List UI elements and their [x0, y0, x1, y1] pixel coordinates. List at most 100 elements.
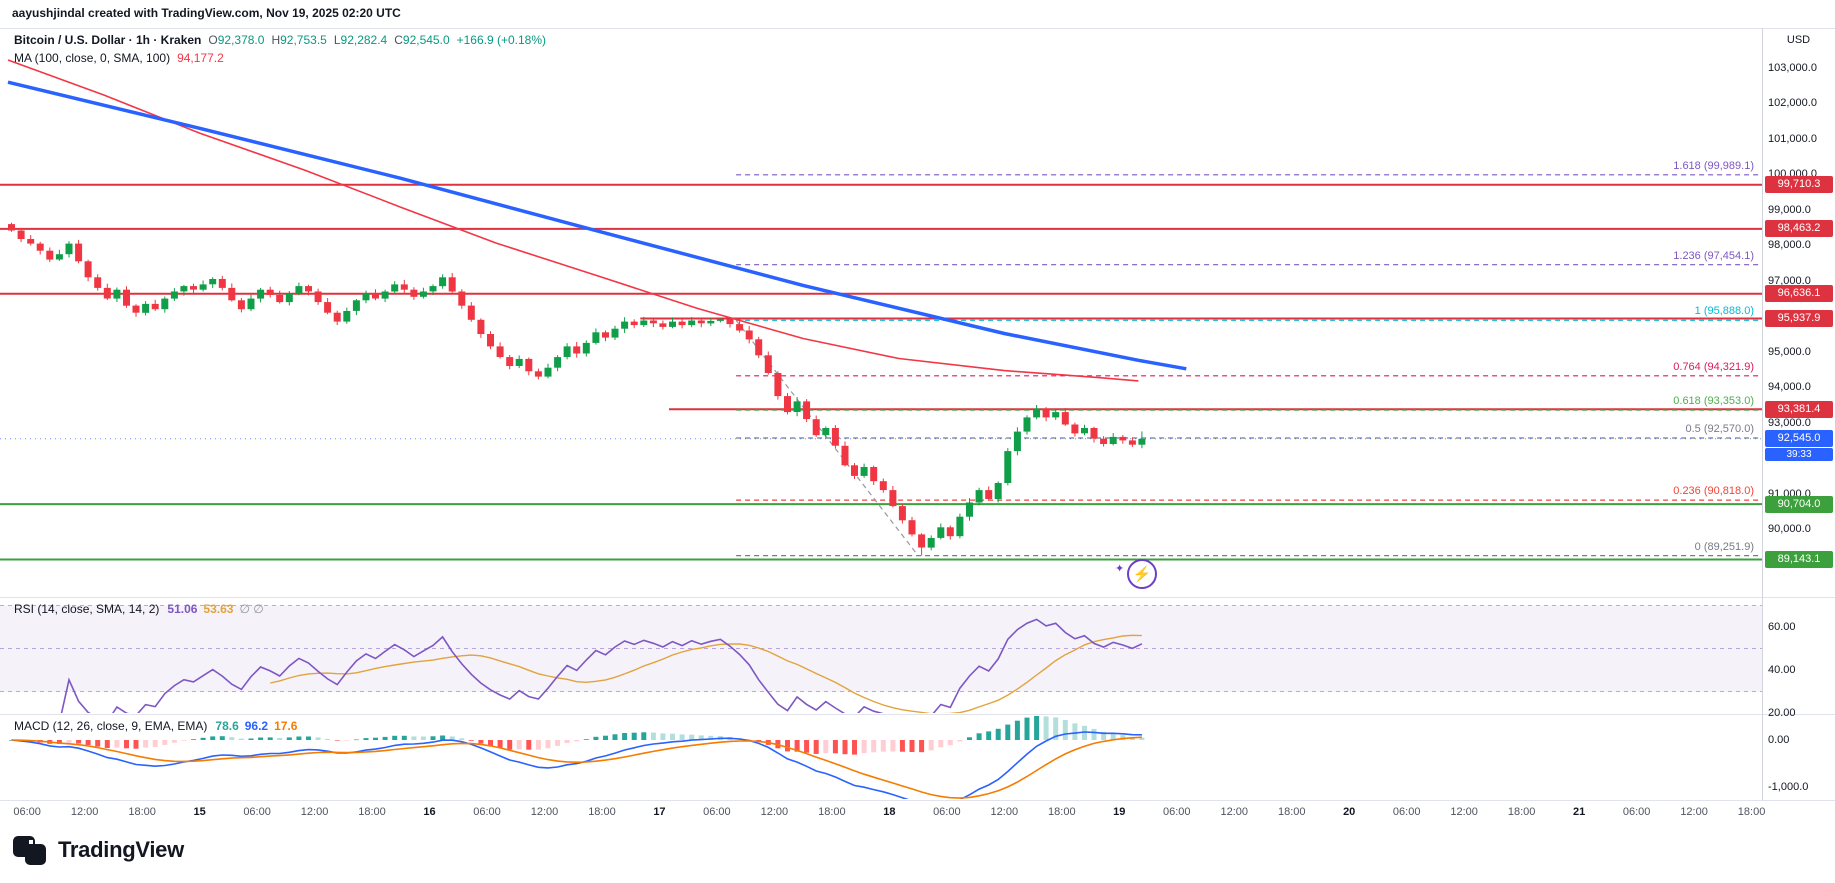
symbol-legend[interactable]: Bitcoin / U.S. Dollar · 1h · Kraken O92,3… [14, 33, 546, 47]
time-axis-label: 18:00 [128, 806, 156, 818]
fib-level-label: 0.5 (92,570.0) [1685, 422, 1755, 435]
rsi-legend[interactable]: RSI (14, close, SMA, 14, 2) 51.06 53.63 ∅ ∅ [14, 602, 264, 616]
ohlc-value: 92,753.5 [280, 33, 327, 47]
price-pane [0, 59, 1762, 561]
time-axis-label: 12:00 [760, 806, 789, 818]
time-axis-label: 06:00 [933, 806, 961, 818]
price-badge: 93,381.4 [1765, 400, 1833, 418]
time-axis-border [0, 800, 1835, 801]
macd-pane [9, 716, 1145, 799]
fib-level-label: 1.618 (99,989.1) [1673, 159, 1754, 172]
tradingview-logo[interactable] [12, 833, 48, 867]
symbol-title: Bitcoin / U.S. Dollar · 1h · Kraken [14, 33, 202, 47]
price-badge: 90,704.0 [1765, 495, 1833, 513]
ohlc-key: C [394, 33, 403, 47]
footer: TradingView [12, 833, 184, 867]
price-badge: 99,710.3 [1765, 176, 1833, 194]
tradingview-wordmark[interactable]: TradingView [58, 837, 184, 862]
time-axis-label: 12:00 [1220, 806, 1248, 818]
rsi-smooth-line [270, 634, 1142, 713]
price-tick: 102,000.0 [1768, 97, 1817, 110]
price-tick: 93,000.0 [1768, 416, 1811, 429]
price-badge: 89,143.1 [1765, 551, 1833, 568]
fib-level-label: 0.618 (93,353.0) [1673, 395, 1754, 408]
macd-signal-line [11, 736, 1142, 799]
price-badge: 95,937.9 [1765, 309, 1833, 327]
macd-legend[interactable]: MACD (12, 26, close, 9, EMA, EMA) 78.6 96.… [14, 719, 297, 733]
time-axis-label: 18:00 [588, 806, 616, 818]
time-axis-label: 12:00 [70, 806, 99, 818]
fib-level-label: 1 (95,888.0) [1694, 305, 1754, 318]
ohlc-key: L [333, 33, 341, 47]
ma-legend[interactable]: MA (100, close, 0, SMA, 100) 94,177.2 [14, 51, 224, 65]
price-tick: 97,000.0 [1768, 274, 1811, 287]
attribution-text: aayushjindal created with TradingView.co… [12, 6, 401, 20]
ohlc-key: O [208, 33, 218, 47]
ohlc-value: 92,378.0 [217, 33, 265, 47]
ohlc-values: O92,378.0 H92,753.5 L92,282.4 C92,545.0 [201, 33, 449, 47]
time-axis-label: 06:00 [473, 806, 501, 818]
time-axis-label: 06:00 [243, 806, 271, 818]
rsi-extra-values: ∅ ∅ [239, 602, 264, 616]
price-tick: 94,000.0 [1768, 381, 1811, 394]
fib-level-label: 0.764 (94,321.9) [1673, 360, 1754, 373]
price-tick: 99,000.0 [1768, 203, 1811, 216]
price-badge: 98,463.2 [1765, 220, 1833, 238]
time-axis-day-label: 16 [423, 806, 436, 818]
quick-trade-button[interactable]: ✦ ⚡ [1115, 559, 1157, 589]
macd-label: MACD (12, 26, close, 9, EMA, EMA) [14, 719, 208, 733]
fib-level-label: 0 (89,251.9) [1694, 540, 1754, 553]
rsi-pane [0, 605, 1762, 713]
price-badge: 96,636.1 [1765, 285, 1833, 303]
price-tick: 101,000.0 [1768, 132, 1817, 145]
lightning-icon: ⚡ [1132, 566, 1152, 583]
time-axis-label: 12:00 [530, 806, 559, 818]
pane-separator-rsi[interactable] [0, 597, 1835, 598]
rsi-smooth-value: 53.63 [203, 602, 234, 616]
price-badge: 92,545.0 [1765, 430, 1833, 448]
time-axis-day-label: 21 [1572, 806, 1586, 818]
time-axis-label: 12:00 [1450, 806, 1478, 818]
time-axis-label: 18:00 [358, 806, 386, 818]
time-axis-label: 06:00 [13, 806, 41, 818]
ohlc-value: 92,282.4 [340, 33, 388, 47]
macd-hist-value: 78.6 [215, 719, 239, 733]
rsi-line [60, 618, 1143, 713]
ohlc-value: 92,545.0 [402, 33, 450, 47]
time-axis-label: 18:00 [1507, 806, 1536, 818]
time-axis-label: 06:00 [1162, 806, 1191, 818]
pane-separator-macd[interactable] [0, 714, 1835, 715]
rsi-label: RSI (14, close, SMA, 14, 2) [14, 602, 160, 616]
pane-separator-top [0, 28, 1835, 29]
macd-line [11, 731, 1142, 799]
sparkle-icon: ✦ [1115, 563, 1125, 575]
time-axis-label: 18:00 [818, 806, 846, 818]
time-axis-label: 18:00 [1737, 806, 1766, 818]
time-axis-day-label: 17 [653, 806, 666, 818]
ma-value: 94,177.2 [177, 51, 224, 65]
time-axis-label: 12:00 [1680, 806, 1708, 818]
macd-tick: 0.00 [1768, 734, 1790, 746]
rsi-tick: 40.00 [1768, 664, 1796, 676]
ma-label: MA (100, close, 0, SMA, 100) [14, 51, 171, 65]
ma-blue-line [7, 80, 1187, 371]
price-tick: 90,000.0 [1768, 523, 1811, 536]
time-axis-label: 06:00 [1622, 806, 1651, 818]
rsi-tick: 20.00 [1768, 707, 1796, 719]
price-tick: 103,000.0 [1768, 62, 1817, 74]
time-axis-day-label: 18 [883, 806, 896, 818]
time-axis-label: 18:00 [1048, 806, 1076, 818]
time-axis-day-label: 20 [1343, 806, 1356, 818]
change-value: +166.9 (+0.18%) [456, 33, 547, 47]
price-tick: 98,000.0 [1768, 239, 1811, 252]
rsi-tick: 60.00 [1768, 621, 1796, 633]
time-axis-label: 12:00 [990, 806, 1019, 818]
candle-countdown: 39:33 [1765, 447, 1833, 461]
fib-level-label: 0.236 (90,818.0) [1673, 485, 1754, 498]
currency-label: USD [1786, 34, 1811, 46]
time-axis-label: 12:00 [300, 806, 329, 818]
macd-signal-value: 17.6 [274, 719, 298, 733]
time-axis-label: 06:00 [1392, 806, 1421, 818]
